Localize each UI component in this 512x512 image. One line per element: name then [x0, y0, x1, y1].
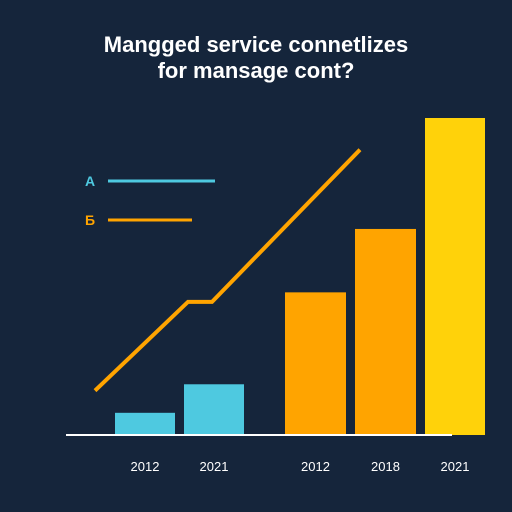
bar-2021-1 — [184, 384, 244, 435]
trend-line-group — [93, 148, 362, 393]
legend: AБ — [85, 173, 215, 228]
trend-line — [93, 148, 362, 393]
bar-2012-2 — [285, 292, 346, 435]
legend-label-0: A — [85, 173, 95, 189]
chart-title-line-2: for mansage cont? — [157, 58, 355, 83]
bars-group — [115, 118, 485, 435]
x-tick-label-0: 2012 — [131, 459, 160, 474]
x-tick-label-4: 2021 — [441, 459, 470, 474]
x-tick-label-1: 2021 — [200, 459, 229, 474]
x-tick-label-2: 2012 — [301, 459, 330, 474]
bar-2012-0 — [115, 412, 175, 435]
bar-2021-4 — [425, 118, 485, 435]
bar-2018-3 — [355, 228, 416, 435]
chart-title-line-1: Mangged service connetlizes — [103, 32, 409, 57]
x-tick-label-3: 2018 — [371, 459, 400, 474]
x-axis-ticks: 2012 2021 2012 2018 2021 — [131, 459, 470, 474]
legend-label-1: Б — [85, 212, 95, 228]
